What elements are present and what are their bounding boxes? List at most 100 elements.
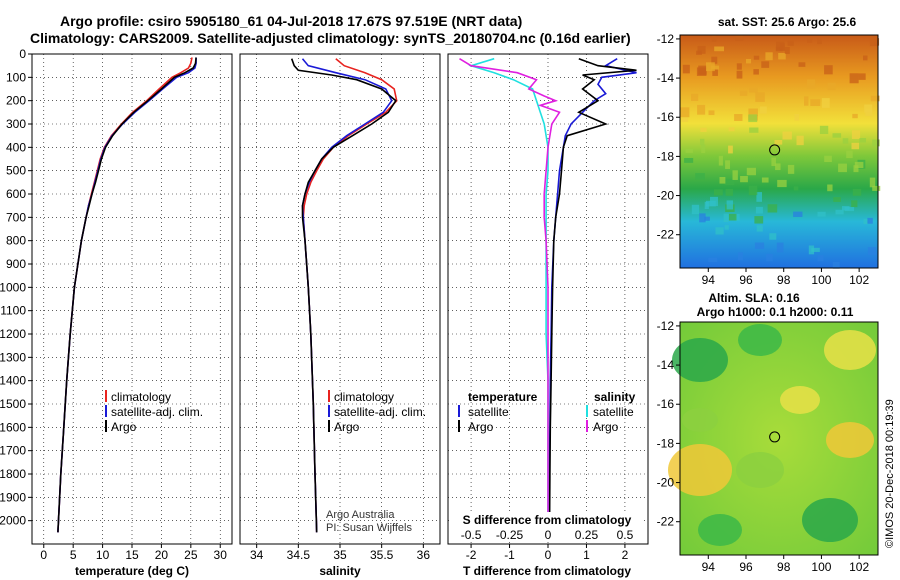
sst-pixel-patch (787, 40, 794, 46)
sla-map-panel: Altim. SLA: 0.16 Argo h1000: 0.1 h2000: … (657, 291, 879, 574)
depth-tick-label: 400 (6, 140, 26, 154)
sst-pixel-patch (776, 41, 785, 50)
sst-pixel-patch (701, 144, 706, 154)
sst-pixel-patch (807, 36, 813, 43)
sst-pixel-patch (832, 133, 842, 138)
sla-anomaly-patch (824, 330, 876, 370)
s-difference-axis-label: S difference from climatology (463, 513, 632, 527)
depth-tick-label: 1200 (0, 327, 26, 341)
sst-pixel-patch (724, 178, 735, 186)
credit-line-2: PI: Susan Wijffels (326, 522, 412, 534)
sst-pixel-patch (842, 206, 850, 211)
map-lat-tick-label: -12 (657, 32, 675, 46)
sst-pixel-patch (821, 98, 830, 108)
sst-pixel-patch (748, 114, 758, 123)
sst-pixel-patch (777, 179, 787, 188)
sst-pixel-patch (755, 92, 765, 102)
sst-pixel-patch (746, 59, 752, 64)
sst-argo-position-marker (769, 144, 781, 156)
difference-series-s-argo (459, 58, 561, 533)
map-lon-tick-label: 96 (739, 560, 753, 574)
map-lat-tick-label: -22 (657, 228, 675, 242)
sst-pixel-patch (804, 96, 809, 106)
sst-map-frame (679, 34, 879, 269)
t-difference-axis-label: T difference from climatology (463, 564, 631, 578)
temperature-series-climatology (57, 57, 193, 533)
depth-tick-label: 100 (6, 70, 26, 84)
salinity-series-climatology (302, 58, 398, 533)
sst-pixel-patch (755, 206, 763, 214)
difference-series-t-satellite (548, 58, 637, 533)
difference-panel: -2 -1 0 1 2 temperature satellite Argo salin… (447, 53, 649, 578)
t-difference-axis-ticks: -2 -1 0 1 2 (466, 544, 629, 562)
sst-pixel-patch (685, 148, 693, 153)
sst-pixel-patch (793, 211, 803, 217)
sst-pixel-patch (870, 95, 880, 102)
sla-anomaly-patch (802, 498, 858, 542)
salinity-series-satellite-adj-clim- (301, 58, 393, 533)
legend-label-s-argo: Argo (593, 420, 619, 434)
sst-pixel-patch (859, 138, 867, 143)
sst-map-patches (680, 35, 881, 269)
legend-label-climatology: climatology (334, 390, 394, 404)
sst-pixel-patch (723, 213, 729, 222)
legend-swatch-argo (328, 420, 330, 432)
legend-title-temperature: temperature (468, 390, 538, 404)
copyright-stamp: ©IMOS 20-Dec-2018 00:19:39 (884, 399, 896, 548)
sst-pixel-patch (851, 142, 860, 150)
sst-pixel-patch (846, 150, 853, 159)
sla-anomaly-patch (698, 514, 742, 546)
legend-label-t-argo: Argo (468, 420, 494, 434)
map-lon-tick-label: 94 (702, 273, 716, 287)
temperature-tick-label: 5 (70, 548, 77, 562)
map-lat-tick-label: -20 (657, 476, 675, 490)
sst-pixel-patch (807, 79, 816, 89)
sst-pixel-patch (761, 177, 769, 183)
sst-pixel-patch (746, 167, 756, 176)
sst-pixel-patch (748, 185, 758, 196)
temperature-series-satellite-adj-clim- (57, 57, 197, 533)
sla-map-title-1: Altim. SLA: 0.16 (708, 291, 800, 305)
sst-pixel-patch (680, 107, 690, 118)
sst-pixel-patch (787, 164, 795, 174)
salinity-tick-label: 35 (333, 548, 347, 562)
difference-tick-label: 2 (622, 548, 629, 562)
sst-pixel-patch (704, 216, 710, 221)
sst-pixel-patch (749, 127, 759, 133)
depth-tick-label: 800 (6, 234, 26, 248)
sst-pixel-patch (864, 104, 873, 113)
sst-pixel-patch (728, 213, 737, 221)
sst-pixel-patch (691, 93, 699, 101)
sst-pixel-patch (833, 197, 841, 202)
depth-tick-label: 1500 (0, 397, 26, 411)
temperature-tick-label: 30 (214, 548, 228, 562)
legend-swatch-s-satellite (586, 405, 588, 417)
sst-pixel-patch (867, 217, 873, 224)
legend-label-climatology: climatology (111, 390, 171, 404)
sst-pixel-patch (708, 257, 718, 263)
sst-pixel-patch (767, 204, 778, 213)
difference-legend: temperature satellite Argo salinity sate… (458, 390, 636, 434)
sst-pixel-patch (863, 55, 868, 61)
sst-pixel-patch (793, 186, 799, 191)
temperature-tick-label: 25 (184, 548, 198, 562)
sst-pixel-patch (698, 65, 707, 75)
legend-swatch-s-argo (586, 420, 588, 432)
sst-pixel-patch (715, 227, 724, 235)
sst-pixel-patch (726, 200, 733, 210)
sst-pixel-patch (858, 73, 866, 80)
salinity-tick-label: 36 (417, 548, 431, 562)
sst-pixel-patch (753, 55, 760, 60)
depth-tick-label: 300 (6, 117, 26, 131)
temperature-tick-label: 0 (40, 548, 47, 562)
sst-pixel-patch (728, 145, 733, 154)
salinity-tick-label: 34.5 (287, 548, 311, 562)
temperature-legend: climatology satellite-adj. clim. Argo (105, 390, 203, 434)
map-lat-tick-label: -12 (657, 319, 675, 333)
map-lat-tick-label: -16 (657, 397, 675, 411)
sst-pixel-patch (869, 36, 878, 47)
sst-pixel-patch (766, 253, 773, 262)
sst-pixel-patch (810, 99, 821, 106)
legend-label-argo: Argo (334, 420, 360, 434)
